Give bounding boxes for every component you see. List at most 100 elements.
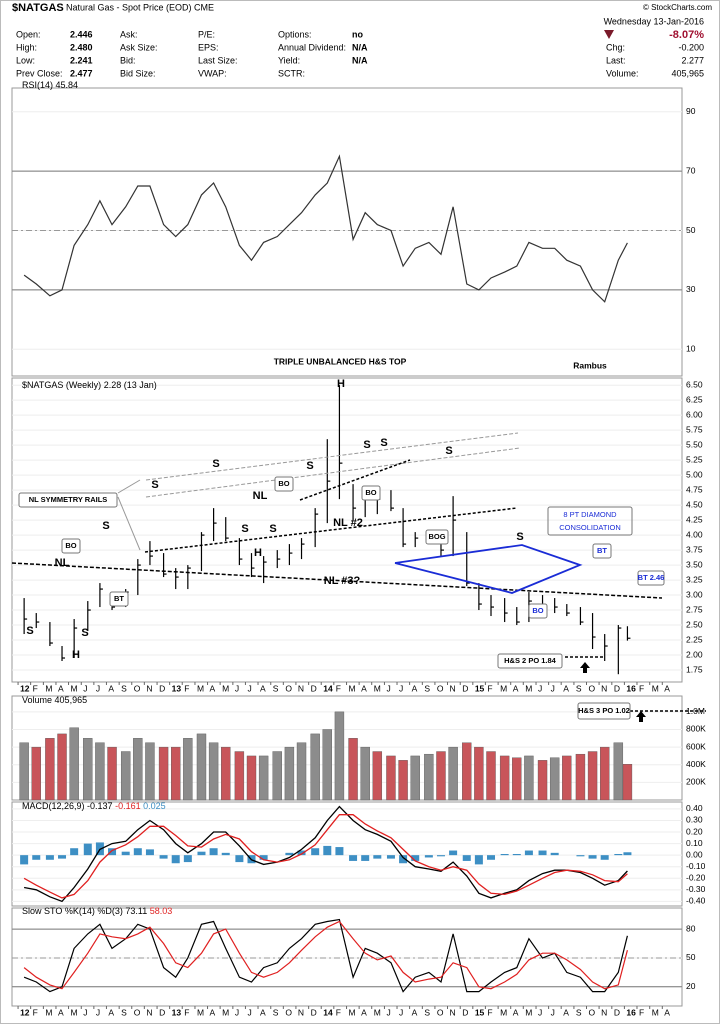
macd-histogram-bar <box>623 852 632 856</box>
x-tick-label: D <box>311 683 317 693</box>
quote-label: EPS: <box>198 42 219 52</box>
annotation: Rambus <box>573 360 607 370</box>
annotation: S <box>151 479 158 491</box>
x-tick-label: J <box>399 1007 403 1017</box>
x-tick-label: 15 <box>475 683 485 693</box>
volume-bar <box>258 755 269 801</box>
annotation: H <box>337 378 345 390</box>
instrument-name: Natural Gas - Spot Price (EOD) CME <box>66 2 214 12</box>
macd-histogram-bar <box>386 855 395 859</box>
volume-bar <box>95 742 105 801</box>
annotation: S <box>269 523 276 535</box>
x-tick-label: M <box>222 683 229 693</box>
x-tick-label: D <box>614 1007 620 1017</box>
legend-part: MACD(12,26,9) <box>22 801 85 811</box>
x-tick-label: J <box>386 683 390 693</box>
legend-part: Slow STO %K(14) %D(3) <box>22 906 123 916</box>
x-tick-label: N <box>601 1007 607 1017</box>
x-tick-label: J <box>538 1007 542 1017</box>
y-tick-label: 1.75 <box>686 664 703 674</box>
x-tick-label: F <box>33 683 38 693</box>
macd-histogram-bar <box>550 852 559 856</box>
annotation: S <box>380 437 387 449</box>
y-tick-label: 6.00 <box>686 409 703 419</box>
macd-histogram-bar <box>159 855 168 859</box>
x-tick-label: J <box>386 1007 390 1017</box>
y-tick-label: 3.75 <box>686 544 703 554</box>
macd-histogram-bar <box>449 850 458 856</box>
x-tick-label: A <box>260 683 266 693</box>
y-tick-label: 5.75 <box>686 424 703 434</box>
x-tick-label: M <box>197 1007 204 1017</box>
x-tick-label: M <box>45 683 52 693</box>
volume-bar <box>562 755 572 801</box>
x-tick-label: 12 <box>20 1007 30 1017</box>
x-tick-label: J <box>83 1007 87 1017</box>
y-tick-label: 20 <box>686 981 696 991</box>
x-tick-label: A <box>513 1007 519 1017</box>
macd-histogram-bar <box>259 855 268 860</box>
volume-bar <box>474 746 484 801</box>
annotation-box <box>361 485 381 501</box>
x-tick-label: M <box>349 683 356 693</box>
volume-bar <box>398 760 408 801</box>
x-tick-label: J <box>399 683 403 693</box>
volume-bar <box>107 746 117 801</box>
x-tick-label: A <box>108 1007 114 1017</box>
macd-histogram-bar <box>411 855 420 861</box>
x-tick-label: O <box>134 1007 141 1017</box>
volume-bar <box>622 764 633 801</box>
y-tick-label: -0.10 <box>686 861 706 871</box>
annotation: H&S 2 PO 1.84 <box>504 656 557 665</box>
panel-legend: Volume 405,965 <box>22 695 87 705</box>
macd-histogram-bar <box>323 845 332 856</box>
macd-histogram-bar <box>221 852 230 856</box>
annotation-box <box>637 570 665 586</box>
quote-label: Chg: <box>606 42 625 52</box>
volume-bar <box>334 711 345 801</box>
macd-histogram-bar <box>335 847 344 856</box>
volume-bar <box>234 751 245 801</box>
x-tick-label: D <box>159 1007 165 1017</box>
annotation: S <box>241 523 248 535</box>
annotation-box <box>497 653 563 669</box>
macd-histogram-bar <box>512 854 521 856</box>
x-tick-label: A <box>664 683 670 693</box>
neckline-2 <box>144 507 518 553</box>
legend-part: 405,965 <box>55 695 88 705</box>
macd-histogram-bar <box>524 850 533 856</box>
symmetry-rail <box>145 432 519 481</box>
volume-bar <box>145 742 155 801</box>
quote-label: VWAP: <box>198 68 227 78</box>
x-tick-label: 16 <box>626 1007 636 1017</box>
y-tick-label: 2.00 <box>686 649 703 659</box>
macd-histogram-bar <box>70 848 79 856</box>
annotation: H <box>254 547 262 559</box>
x-tick-label: O <box>134 683 141 693</box>
macd-histogram-bar <box>361 855 370 861</box>
macd-histogram-bar <box>171 855 180 864</box>
legend-part: 73.11 <box>125 906 147 916</box>
x-tick-label: J <box>96 683 100 693</box>
x-tick-label: A <box>513 683 519 693</box>
volume-bar <box>272 751 282 801</box>
y-tick-label: 0.10 <box>686 838 703 848</box>
y-tick-label: 2.25 <box>686 634 703 644</box>
annotation: BOG <box>428 532 445 541</box>
x-tick-label: O <box>285 1007 292 1017</box>
x-tick-label: M <box>71 1007 78 1017</box>
annotation-box <box>528 603 548 619</box>
volume-bar <box>133 738 143 801</box>
x-tick-label: J <box>83 683 87 693</box>
x-tick-label: N <box>450 683 456 693</box>
symbol: $NATGAS <box>12 2 64 14</box>
panel-legend: MACD(12,26,9) -0.137 -0.161 0.025 <box>22 801 166 811</box>
macd-histogram-bar <box>32 855 41 860</box>
x-tick-label: S <box>121 1007 127 1017</box>
x-tick-label: 14 <box>323 1007 333 1017</box>
pointer <box>117 496 141 551</box>
y-tick-label: 0.20 <box>686 826 703 836</box>
x-tick-label: D <box>159 683 165 693</box>
x-tick-label: M <box>349 1007 356 1017</box>
